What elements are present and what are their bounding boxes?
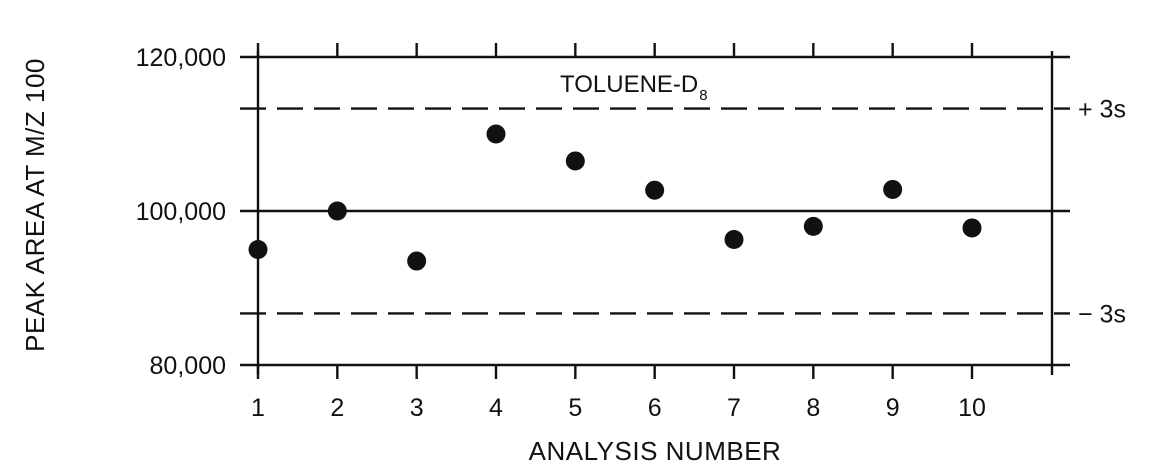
data-point-8 (803, 216, 823, 236)
x-tick-label-7: 8 (806, 394, 820, 422)
data-point-6 (645, 180, 665, 200)
x-tick-label-6: 7 (727, 394, 741, 422)
data-point-10 (962, 218, 982, 238)
reference-label-0: + 3s (1078, 96, 1126, 124)
y-axis-title: PEAK AREA AT M/Z 100 (20, 58, 50, 352)
compound-annotation-subscript: 8 (699, 87, 707, 104)
x-tick-label-1: 2 (330, 394, 344, 422)
x-tick-label-0: 1 (251, 394, 265, 422)
data-point-5 (565, 151, 585, 171)
compound-annotation: TOLUENE-D (560, 71, 698, 98)
data-point-7 (724, 229, 744, 249)
data-point-1 (248, 240, 268, 259)
y-tick-label-0: 80,000 (150, 352, 226, 380)
y-tick-label-2: 120,000 (136, 44, 226, 72)
data-point-9 (883, 179, 903, 199)
data-point-3 (407, 251, 427, 271)
reference-label-2: − 3s (1078, 300, 1126, 328)
x-axis-title: ANALYSIS NUMBER (529, 436, 782, 466)
x-tick-label-2: 3 (410, 394, 424, 422)
x-tick-label-5: 6 (648, 394, 662, 422)
data-point-4 (486, 124, 506, 144)
data-point-2 (327, 201, 347, 221)
y-tick-label-1: 100,000 (136, 198, 226, 226)
x-tick-label-3: 4 (489, 394, 503, 422)
x-tick-label-8: 9 (886, 394, 900, 422)
x-tick-label-9: 10 (958, 394, 986, 422)
x-tick-label-4: 5 (568, 394, 582, 422)
